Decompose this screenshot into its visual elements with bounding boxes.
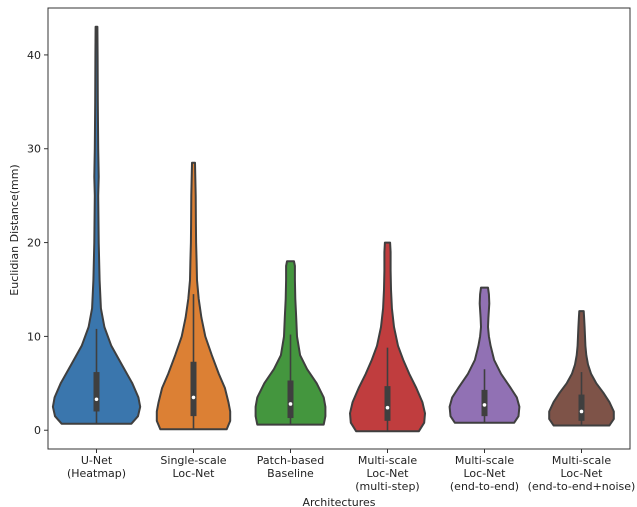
y-tick-label: 40 (27, 49, 41, 62)
violins-layer (51, 25, 615, 433)
violin-body (548, 310, 615, 427)
violin-median (482, 403, 487, 407)
plot-area (47, 7, 631, 450)
violin (155, 161, 232, 431)
x-tick-label: Multi-scale Loc-Net (multi-step) (355, 454, 419, 493)
x-tick-label: Patch-based Baseline (257, 454, 324, 480)
violin (349, 241, 426, 433)
violin (448, 286, 521, 424)
y-tick-label: 0 (34, 424, 41, 437)
y-tick-label: 10 (27, 330, 41, 343)
x-axis: U-Net (Heatmap) Single-scale Loc-Net Patch-b… (67, 449, 635, 493)
violin (51, 25, 142, 425)
violin (254, 260, 327, 426)
y-axis-title: Euclidian Distance(mm) (8, 164, 21, 295)
y-tick-label: 30 (27, 143, 41, 156)
y-axis: 0 10 20 30 40 (27, 49, 48, 437)
x-axis-title: Architectures (302, 496, 375, 507)
x-tick-label: Multi-scale Loc-Net (end-to-end+noise) (528, 454, 636, 493)
violin-median (191, 395, 196, 400)
violin (548, 310, 615, 427)
violin-body (51, 25, 142, 425)
x-tick-label: Single-scale Loc-Net (160, 454, 226, 480)
y-tick-label: 20 (27, 237, 41, 250)
violin-body (349, 241, 426, 433)
x-tick-label: Multi-scale Loc-Net (end-to-end) (450, 454, 519, 493)
x-tick-label: U-Net (Heatmap) (67, 454, 126, 480)
violin-median (288, 402, 293, 406)
violin-median (94, 397, 99, 402)
violin-median (579, 409, 584, 414)
violin-body (448, 286, 521, 424)
violin-median (385, 405, 390, 410)
